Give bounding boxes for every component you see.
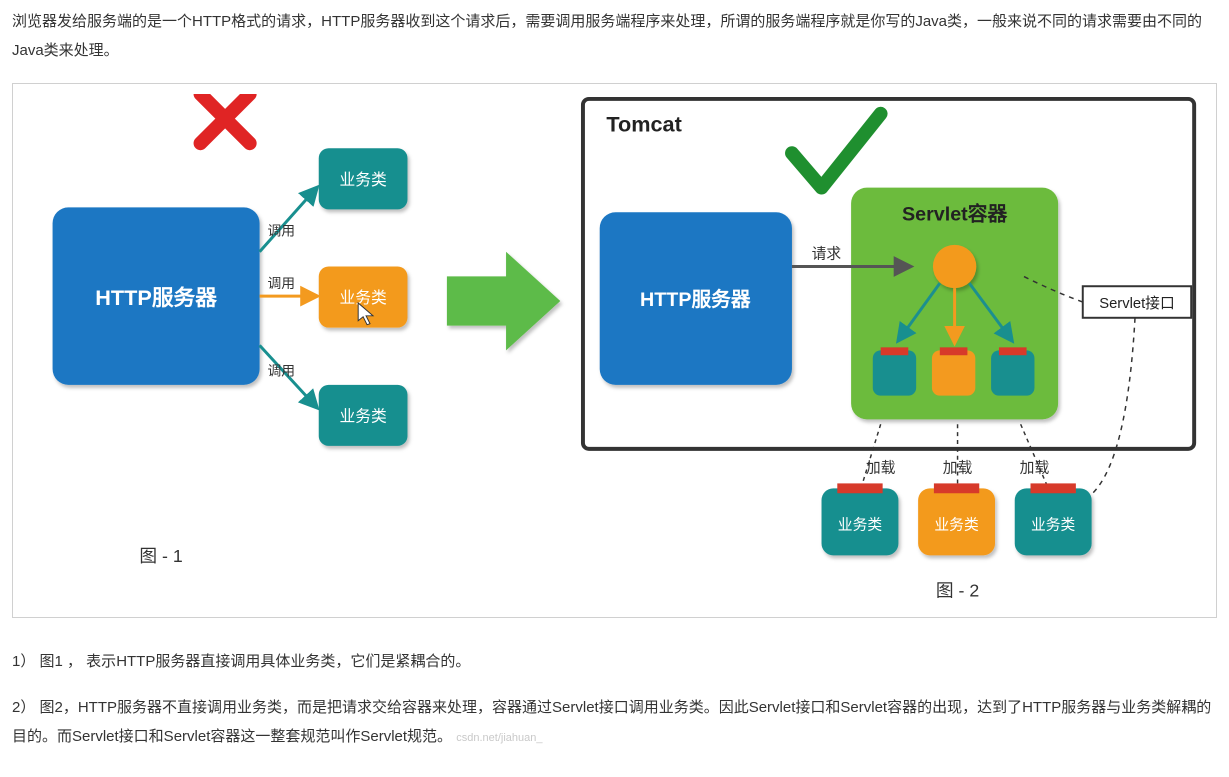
load-label-c: 加载 — [1020, 460, 1050, 477]
call-label-1c: 调用 — [267, 364, 295, 379]
biz-ext-label-a: 业务类 — [838, 517, 883, 534]
dispatcher-circle — [933, 245, 976, 288]
biz-ext-a: 业务类 — [822, 483, 899, 555]
fig1-caption: 图 - 1 — [139, 546, 182, 566]
cross-icon — [200, 94, 249, 143]
biz-ext-label-b: 业务类 — [934, 517, 979, 534]
inner-slot-c — [991, 350, 1034, 395]
biz-ext-b: 业务类 — [918, 483, 995, 555]
servlet-iface-label: Servlet接口 — [1099, 295, 1175, 312]
watermark-text: csdn.net/jiahuan_ — [456, 732, 542, 744]
call-label-1a: 调用 — [267, 224, 295, 239]
biz-label-1a: 业务类 — [339, 171, 387, 189]
note-2: 2） 图2，HTTP服务器不直接调用业务类，而是把请求交给容器来处理，容器通过S… — [12, 694, 1217, 751]
biz-label-1c: 业务类 — [339, 408, 387, 426]
call-label-1b: 调用 — [267, 276, 295, 291]
load-line-a — [861, 424, 881, 488]
check-icon — [792, 114, 881, 188]
note-2-text: 2） 图2，HTTP服务器不直接调用业务类，而是把请求交给容器来处理，容器通过S… — [12, 699, 1211, 745]
http-server-label-1: HTTP服务器 — [95, 285, 217, 310]
inner-slot-a — [873, 350, 916, 395]
biz-label-1b: 业务类 — [339, 289, 387, 307]
notes-section: 1） 图1 ， 表示HTTP服务器直接调用具体业务类，它们是紧耦合的。 2） 图… — [12, 648, 1217, 752]
fig2-caption: 图 - 2 — [936, 581, 979, 601]
call-arrow-1a — [260, 188, 317, 252]
note-1: 1） 图1 ， 表示HTTP服务器直接调用具体业务类，它们是紧耦合的。 — [12, 648, 1217, 677]
load-label-a: 加载 — [866, 460, 896, 477]
biz-ext-label-c: 业务类 — [1031, 517, 1076, 534]
biz-ext-c: 业务类 — [1015, 483, 1092, 555]
inner-tab-c — [999, 347, 1027, 355]
figure-2: Tomcat HTTP服务器 Servlet容器 请求 — [583, 99, 1194, 601]
iface-line-to-biz — [1093, 318, 1135, 493]
figure-1: HTTP服务器 业务类 业务类 业务类 调用 调用 调用 图 - 1 — [53, 94, 408, 566]
intro-text: 浏览器发给服务端的是一个HTTP格式的请求，HTTP服务器收到这个请求后，需要调… — [12, 13, 1202, 59]
request-label: 请求 — [812, 246, 842, 263]
inner-slot-b — [932, 350, 975, 395]
servlet-container-label: Servlet容器 — [902, 202, 1007, 225]
http-server-label-2: HTTP服务器 — [640, 288, 751, 311]
tomcat-label: Tomcat — [606, 111, 681, 136]
inner-tab-a — [881, 347, 909, 355]
big-arrow-icon — [447, 252, 560, 351]
intro-paragraph: 浏览器发给服务端的是一个HTTP格式的请求，HTTP服务器收到这个请求后，需要调… — [12, 8, 1217, 65]
diagram-container: HTTP服务器 业务类 业务类 业务类 调用 调用 调用 图 - 1 — [12, 83, 1217, 618]
load-line-c — [1021, 424, 1049, 488]
inner-tab-b — [940, 347, 968, 355]
diagram-svg: HTTP服务器 业务类 业务类 业务类 调用 调用 调用 图 - 1 — [23, 94, 1206, 607]
